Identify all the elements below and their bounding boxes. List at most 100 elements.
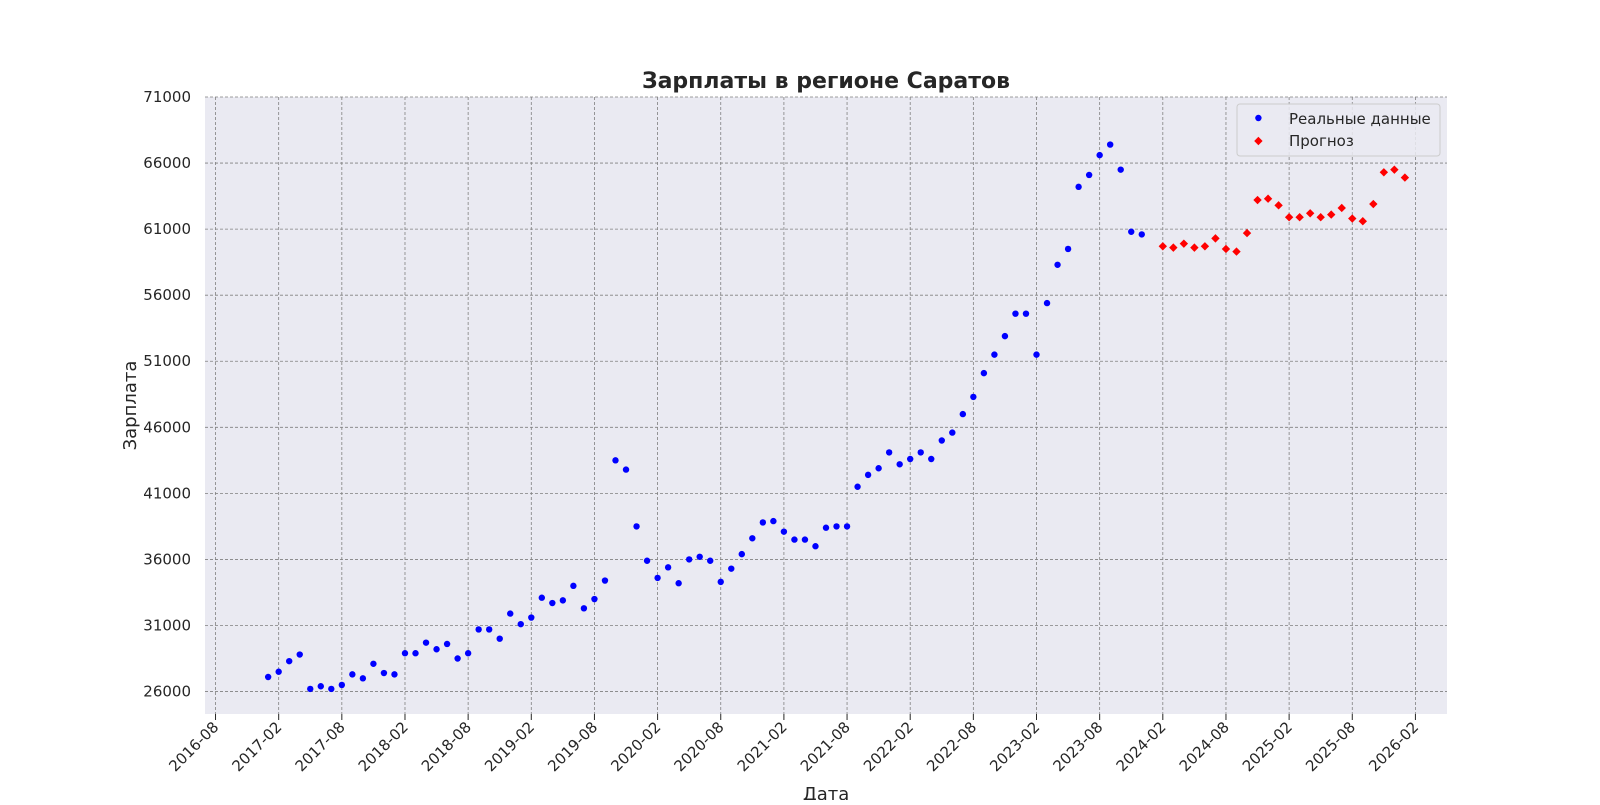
actual-data-point [875,465,882,472]
actual-data-point [338,681,346,689]
forecast-data-point [1232,247,1241,256]
actual-data-point [959,410,967,418]
actual-data-point [1043,299,1051,307]
actual-data-point [791,536,798,543]
forecast-data-point [1390,165,1399,174]
actual-data-point [307,685,314,693]
y-tick-label: 31000 [143,616,191,634]
actual-data-point [801,536,809,543]
legend-label-forecast: Прогноз [1289,132,1354,150]
x-tick-label: 2021-08 [797,718,854,775]
actual-data-point [633,523,640,530]
forecast-data-point [1211,234,1220,243]
actual-data-point [264,673,272,681]
actual-data-point [759,519,767,526]
actual-data-point [1012,310,1019,317]
forecast-data-point [1274,201,1283,210]
forecast-data-point [1305,209,1315,218]
y-tick-label: 26000 [143,683,191,701]
x-tick-label: 2025-02 [1239,718,1296,775]
actual-data-point [528,614,535,621]
actual-data-point [412,650,419,657]
actual-data-point [359,675,367,682]
actual-data-point [907,455,914,463]
y-tick-label: 71000 [143,88,191,106]
actual-data-point [843,523,851,530]
actual-data-point [991,351,998,358]
actual-data-point [275,668,282,675]
actual-data-point [591,595,598,603]
x-tick-label: 2022-08 [923,718,980,775]
forecast-data-point [1179,239,1189,248]
actual-data-point [1033,351,1040,358]
actual-data-point [1064,245,1072,253]
actual-data-point [475,626,482,633]
plot-area [205,97,1447,714]
x-tick-label: 2024-02 [1113,718,1170,775]
actual-data-point [917,449,924,456]
actual-data-point [454,655,461,662]
actual-data-point [549,599,556,607]
actual-data-point [812,543,819,550]
actual-data-point [675,580,682,587]
actual-data-point [664,564,672,571]
actual-data-point [822,524,830,531]
actual-data-point [1085,171,1093,179]
actual-data-point [485,626,493,633]
x-tick-label: 2020-08 [671,718,728,775]
actual-data-point [517,620,524,628]
x-tick-label: 2017-02 [228,718,285,775]
x-tick-label: 2024-08 [1176,718,1233,775]
actual-data-point [728,565,735,572]
actual-data-point [1075,183,1082,191]
x-tick-label: 2026-02 [1365,718,1422,775]
legend-marker-actual [1255,114,1262,122]
legend-label-actual: Реальные данные [1289,110,1431,128]
x-tick-label: 2022-02 [860,718,917,775]
actual-data-point [833,523,840,530]
actual-data-point [854,483,861,490]
x-tick-label: 2018-02 [355,718,412,775]
actual-data-point [885,449,893,456]
forecast-data-point [1358,216,1367,226]
y-tick-label: 51000 [143,352,191,370]
forecast-data-point [1169,243,1178,252]
actual-data-point [296,651,303,658]
chart-title: Зарплаты в регионе Саратов [642,69,1010,94]
actual-data-point [443,640,451,648]
forecast-data-point [1400,173,1410,182]
actual-data-point [654,574,661,582]
y-tick-label: 36000 [143,550,191,568]
actual-data-point [1138,231,1145,238]
x-axis-label: Дата [803,784,850,800]
actual-data-point [1096,151,1103,159]
x-tick-label: 2016-08 [165,718,222,775]
forecast-data-point [1327,210,1336,219]
actual-data-point [370,660,377,667]
forecast-data-point [1295,213,1304,222]
actual-data-point [380,669,388,677]
y-tick-label: 46000 [143,418,191,436]
x-tick-label: 2017-08 [292,718,349,775]
legend: Реальные данные Прогноз [1236,103,1441,157]
x-tick-label: 2025-08 [1302,718,1359,775]
y-tick-label: 41000 [143,484,191,502]
x-tick-label: 2023-02 [986,718,1043,775]
actual-data-point [507,610,514,617]
actual-data-point [685,556,693,563]
forecast-data-point [1348,214,1357,223]
actual-data-point [707,557,714,564]
actual-data-point [464,650,472,657]
forecast-data-point [1379,168,1389,177]
forecast-data-point [1242,228,1252,238]
x-tick-label: 2019-02 [481,718,538,775]
forecast-data-point [1369,199,1378,209]
actual-data-point [401,650,409,657]
actual-data-point [317,683,324,690]
x-tick-label: 2019-08 [544,718,601,775]
actual-data-point [422,639,430,646]
actual-data-point [696,553,703,560]
actual-data-point [1106,141,1114,148]
actual-data-point [622,466,630,473]
